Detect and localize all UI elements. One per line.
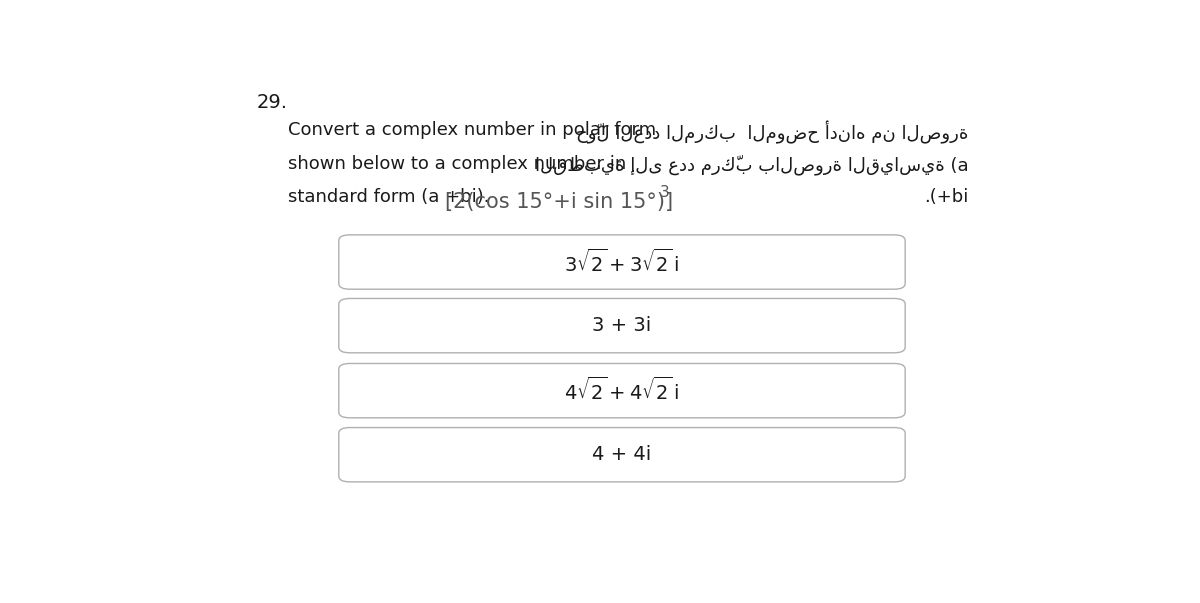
Text: shown below to a complex number in: shown below to a complex number in — [288, 154, 626, 172]
Text: حوّل العدد المركب  الموضح أدناه من الصورة: حوّل العدد المركب الموضح أدناه من الصورة — [576, 121, 968, 144]
FancyBboxPatch shape — [338, 298, 905, 353]
Text: standard form (a +bi).: standard form (a +bi). — [288, 188, 490, 206]
Text: 29.: 29. — [257, 93, 288, 112]
FancyBboxPatch shape — [338, 428, 905, 482]
Text: 3 + 3i: 3 + 3i — [593, 316, 652, 335]
Text: .(+bi: .(+bi — [924, 188, 968, 206]
Text: Convert a complex number in polar form: Convert a complex number in polar form — [288, 121, 655, 139]
Text: 3: 3 — [660, 185, 670, 200]
Text: $3\sqrt{2}+3\sqrt{2}\,\mathrm{i}$: $3\sqrt{2}+3\sqrt{2}\,\mathrm{i}$ — [564, 248, 679, 276]
FancyBboxPatch shape — [338, 364, 905, 418]
Text: القطبية إلى عدد مركّب بالصورة القياسية (a: القطبية إلى عدد مركّب بالصورة القياسية (… — [535, 154, 968, 175]
FancyBboxPatch shape — [338, 235, 905, 289]
Text: [2(cos 15°+i sin 15°)]: [2(cos 15°+i sin 15°)] — [445, 192, 673, 212]
Text: $4\sqrt{2}+4\sqrt{2}\,\mathrm{i}$: $4\sqrt{2}+4\sqrt{2}\,\mathrm{i}$ — [564, 377, 679, 404]
Text: 4 + 4i: 4 + 4i — [593, 445, 652, 464]
